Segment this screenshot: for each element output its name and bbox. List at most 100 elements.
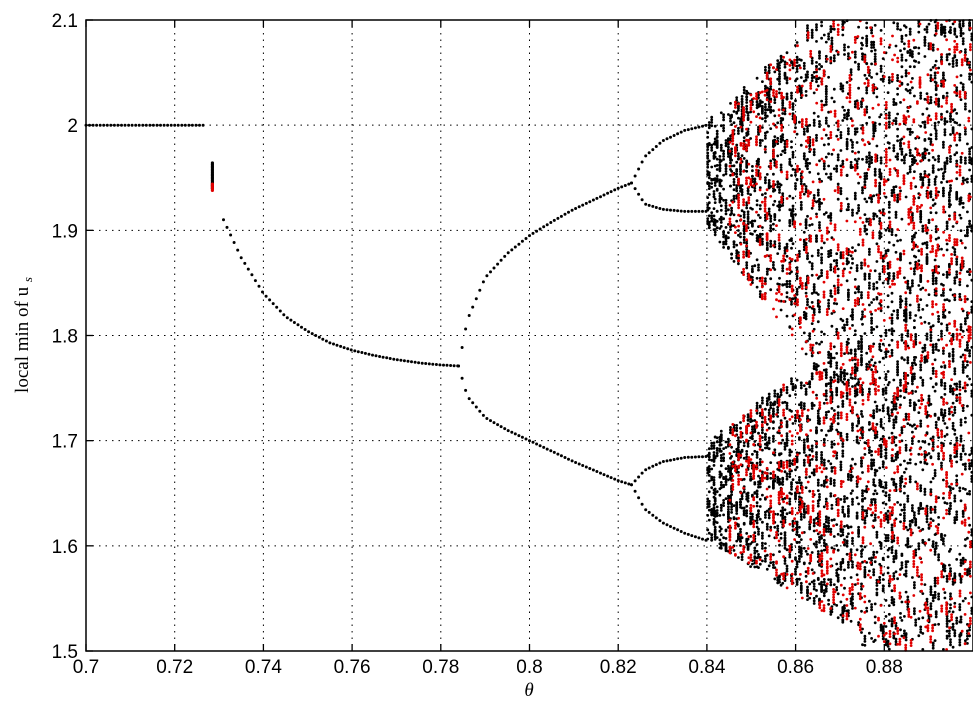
data-point bbox=[887, 78, 891, 82]
data-point bbox=[806, 214, 809, 218]
data-point bbox=[832, 409, 836, 412]
data-point bbox=[881, 79, 885, 83]
data-point bbox=[879, 480, 883, 483]
data-point bbox=[613, 188, 617, 192]
data-point bbox=[839, 256, 843, 260]
data-point bbox=[900, 431, 904, 435]
data-point bbox=[683, 456, 687, 459]
data-point bbox=[847, 298, 850, 301]
data-point bbox=[676, 528, 680, 532]
data-point bbox=[827, 361, 830, 364]
data-point bbox=[722, 232, 725, 236]
data-point bbox=[818, 223, 821, 227]
data-point bbox=[843, 495, 846, 498]
data-point bbox=[767, 397, 771, 401]
data-point bbox=[556, 452, 560, 456]
data-point bbox=[802, 402, 806, 405]
data-point bbox=[808, 223, 812, 227]
data-point bbox=[853, 401, 857, 405]
data-point bbox=[827, 304, 830, 308]
data-point bbox=[816, 504, 820, 508]
data-point bbox=[890, 319, 894, 323]
data-point bbox=[829, 25, 833, 28]
data-point bbox=[742, 88, 746, 92]
data-point bbox=[857, 531, 860, 534]
data-point bbox=[873, 484, 877, 488]
data-point bbox=[753, 177, 757, 181]
data-point bbox=[758, 295, 762, 299]
data-point bbox=[816, 502, 820, 505]
data-point bbox=[839, 431, 843, 435]
data-point bbox=[870, 197, 873, 201]
data-point bbox=[896, 155, 899, 158]
data-point bbox=[919, 172, 923, 176]
data-point bbox=[827, 429, 830, 433]
data-point bbox=[715, 135, 719, 138]
data-point bbox=[719, 225, 723, 228]
data-point bbox=[818, 76, 821, 80]
data-point bbox=[722, 459, 725, 463]
data-point bbox=[860, 261, 863, 265]
data-point bbox=[246, 267, 250, 271]
data-point bbox=[865, 105, 869, 109]
data-point bbox=[836, 286, 840, 289]
data-point bbox=[829, 462, 833, 466]
data-point bbox=[712, 506, 716, 510]
data-point bbox=[460, 376, 464, 380]
data-point bbox=[863, 197, 867, 201]
data-point bbox=[802, 458, 806, 462]
data-point bbox=[853, 197, 857, 201]
data-point bbox=[198, 123, 201, 127]
data-point bbox=[914, 363, 918, 366]
data-point bbox=[851, 426, 854, 430]
data-point bbox=[894, 213, 898, 217]
data-point bbox=[732, 188, 736, 192]
data-point bbox=[863, 519, 867, 522]
data-point bbox=[832, 87, 836, 91]
data-point bbox=[767, 179, 771, 182]
data-point bbox=[804, 185, 808, 188]
data-point bbox=[847, 127, 850, 130]
data-point bbox=[785, 548, 789, 552]
data-point bbox=[591, 468, 595, 472]
data-point bbox=[730, 169, 733, 173]
data-point bbox=[853, 191, 857, 195]
data-point bbox=[900, 428, 904, 432]
data-point bbox=[908, 91, 912, 95]
data-point bbox=[790, 492, 793, 496]
data-point bbox=[742, 490, 746, 494]
data-point bbox=[855, 496, 859, 500]
data-point bbox=[757, 553, 760, 556]
data-point bbox=[798, 120, 801, 124]
data-point bbox=[640, 198, 644, 202]
data-point bbox=[836, 380, 840, 384]
data-point bbox=[919, 422, 923, 425]
data-point bbox=[851, 497, 854, 501]
data-point bbox=[623, 481, 627, 485]
data-point bbox=[917, 547, 921, 551]
data-point bbox=[812, 579, 816, 583]
data-point bbox=[908, 458, 912, 461]
data-point bbox=[832, 481, 836, 485]
data-point bbox=[758, 232, 762, 236]
data-point bbox=[919, 215, 923, 219]
data-point bbox=[845, 197, 849, 201]
data-point bbox=[535, 442, 539, 446]
data-point bbox=[903, 161, 906, 165]
data-point bbox=[827, 35, 830, 38]
data-point bbox=[751, 425, 754, 429]
data-point bbox=[794, 126, 797, 130]
data-point bbox=[713, 525, 717, 529]
data-point bbox=[827, 255, 830, 258]
data-point bbox=[832, 54, 836, 57]
data-point bbox=[788, 448, 792, 452]
data-point bbox=[875, 214, 879, 218]
data-point bbox=[735, 502, 739, 506]
data-point bbox=[881, 460, 885, 464]
data-point bbox=[761, 544, 764, 548]
data-point bbox=[654, 206, 658, 209]
data-point bbox=[737, 129, 740, 133]
data-point bbox=[735, 96, 739, 99]
data-point bbox=[917, 61, 921, 64]
data-point bbox=[899, 383, 902, 387]
